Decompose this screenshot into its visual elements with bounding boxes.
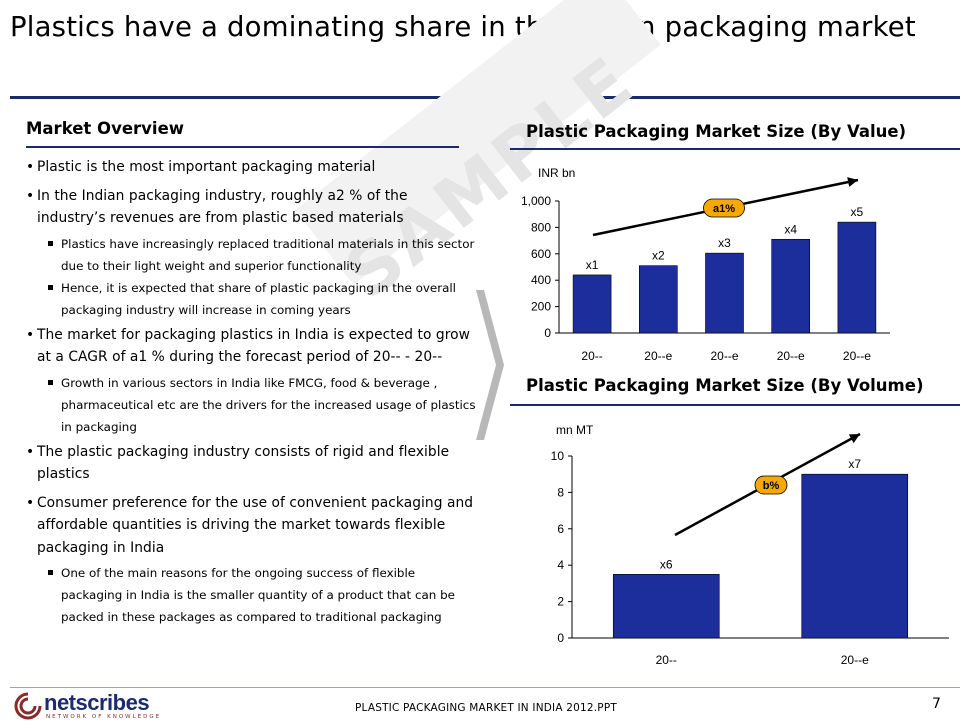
overview-bullet-text: Consumer preference for the use of conve… xyxy=(37,494,474,556)
overview-divider xyxy=(26,146,459,148)
bar xyxy=(612,574,720,639)
y-tick-label: 400 xyxy=(531,273,551,287)
page-number: 7 xyxy=(932,696,941,712)
y-tick-label: 6 xyxy=(557,522,564,536)
overview-bullet: • In the Indian packaging industry, rough… xyxy=(26,185,476,230)
logo-mark-icon xyxy=(14,692,42,720)
y-tick-label: 4 xyxy=(557,558,564,572)
x-tick-label: 20--e xyxy=(777,349,805,363)
overview-bullet: • The plastic packaging industry consists… xyxy=(26,441,476,486)
overview-bullet-text: The plastic packaging industry consists … xyxy=(37,443,450,483)
growth-arrowhead-icon xyxy=(848,434,860,444)
logo-text: netscribes xyxy=(44,690,150,715)
data-label: x3 xyxy=(718,236,731,250)
growth-badge-label: a1% xyxy=(713,203,735,215)
bullet-dot-icon: • xyxy=(26,494,35,511)
y-tick-label: 0 xyxy=(544,326,551,340)
overview-sub-bullet-text: One of the main reasons for the ongoing … xyxy=(61,566,455,624)
y-tick-label: 0 xyxy=(557,631,564,645)
bullet-dot-icon: • xyxy=(26,187,35,204)
overview-sub-bullet: Plastics have increasingly replaced trad… xyxy=(26,233,476,277)
x-tick-label: 20--e xyxy=(843,349,871,363)
square-bullet-icon xyxy=(48,570,53,575)
overview-sub-bullet: Growth in various sectors in India like … xyxy=(26,372,476,438)
chevron-arrow-icon xyxy=(476,290,504,440)
growth-badge-label: b% xyxy=(763,480,780,492)
bar xyxy=(639,265,678,334)
overview-bullet-text: Plastic is the most important packaging … xyxy=(37,159,376,175)
bar xyxy=(837,221,877,334)
overview-heading: Market Overview xyxy=(26,119,184,138)
bar xyxy=(705,252,744,334)
overview-bullets: • Plastic is the most important packaging… xyxy=(26,156,476,631)
unit-label: INR bn xyxy=(538,166,575,180)
value-chart-divider xyxy=(510,148,960,150)
volume-chart-title: Plastic Packaging Market Size (By Volume… xyxy=(526,376,924,395)
footer-file-name: PLASTIC PACKAGING MARKET IN INDIA 2012.P… xyxy=(355,702,617,714)
bullet-dot-icon: • xyxy=(26,326,35,343)
overview-sub-bullet: One of the main reasons for the ongoing … xyxy=(26,562,476,628)
square-bullet-icon xyxy=(48,240,53,246)
growth-arrowhead-icon xyxy=(847,177,858,187)
growth-badge xyxy=(703,198,745,218)
data-label: x6 xyxy=(660,557,673,571)
bar xyxy=(801,473,909,639)
data-label: x7 xyxy=(848,457,861,471)
y-tick-label: 8 xyxy=(557,485,564,499)
volume-chart-divider xyxy=(510,404,960,406)
y-tick-label: 200 xyxy=(531,300,551,314)
data-label: x4 xyxy=(784,222,797,236)
bar xyxy=(572,274,612,334)
square-bullet-icon xyxy=(48,284,53,290)
y-tick-label: 2 xyxy=(557,595,564,609)
overview-bullet-text: In the Indian packaging industry, roughl… xyxy=(37,187,408,227)
logo-tagline: NETWORK OF KNOWLEDGE xyxy=(46,714,162,720)
x-tick-label: 20--e xyxy=(841,653,869,667)
y-tick-label: 10 xyxy=(551,449,565,463)
growth-badge xyxy=(754,475,788,495)
unit-label: mn MT xyxy=(556,423,594,437)
bar xyxy=(771,238,811,334)
x-tick-label: 20--e xyxy=(644,349,672,363)
overview-sub-bullet-text: Growth in various sectors in India like … xyxy=(61,375,476,434)
data-label: x1 xyxy=(586,258,599,272)
x-tick-label: 20-- xyxy=(656,653,677,667)
x-tick-label: 20-- xyxy=(581,349,602,363)
overview-sub-bullet-text: Plastics have increasingly replaced trad… xyxy=(61,236,475,273)
value-chart-title: Plastic Packaging Market Size (By Value) xyxy=(526,122,907,141)
data-label: x5 xyxy=(851,205,864,219)
y-tick-label: 600 xyxy=(531,247,551,261)
y-tick-label: 1,000 xyxy=(521,194,551,208)
y-tick-label: 800 xyxy=(531,220,551,234)
overview-bullet: • Plastic is the most important packaging… xyxy=(26,156,476,179)
overview-bullet: • Consumer preference for the use of conv… xyxy=(26,492,476,560)
value-chart: INR bn 0 200 400 600 800 1,000 x1 20-- x2 20--e x3 2… xyxy=(505,155,955,374)
overview-bullet: • The market for packaging plastics in In… xyxy=(26,324,476,369)
x-tick-label: 20--e xyxy=(710,349,738,363)
slide-title: Plastics have a dominating share in the … xyxy=(10,11,916,43)
overview-bullet-text: The market for packaging plastics in Ind… xyxy=(37,326,470,366)
footer-divider xyxy=(10,687,960,688)
bullet-dot-icon: • xyxy=(26,159,35,175)
overview-sub-bullet: Hence, it is expected that share of plas… xyxy=(26,277,476,321)
square-bullet-icon xyxy=(48,379,53,385)
bullet-dot-icon: • xyxy=(26,443,35,460)
overview-sub-bullet-text: Hence, it is expected that share of plas… xyxy=(61,280,456,317)
data-label: x2 xyxy=(652,249,665,263)
volume-chart: mn MT 0 2 4 6 8 10 x6 20-- x7 20--e b% xyxy=(505,412,955,678)
